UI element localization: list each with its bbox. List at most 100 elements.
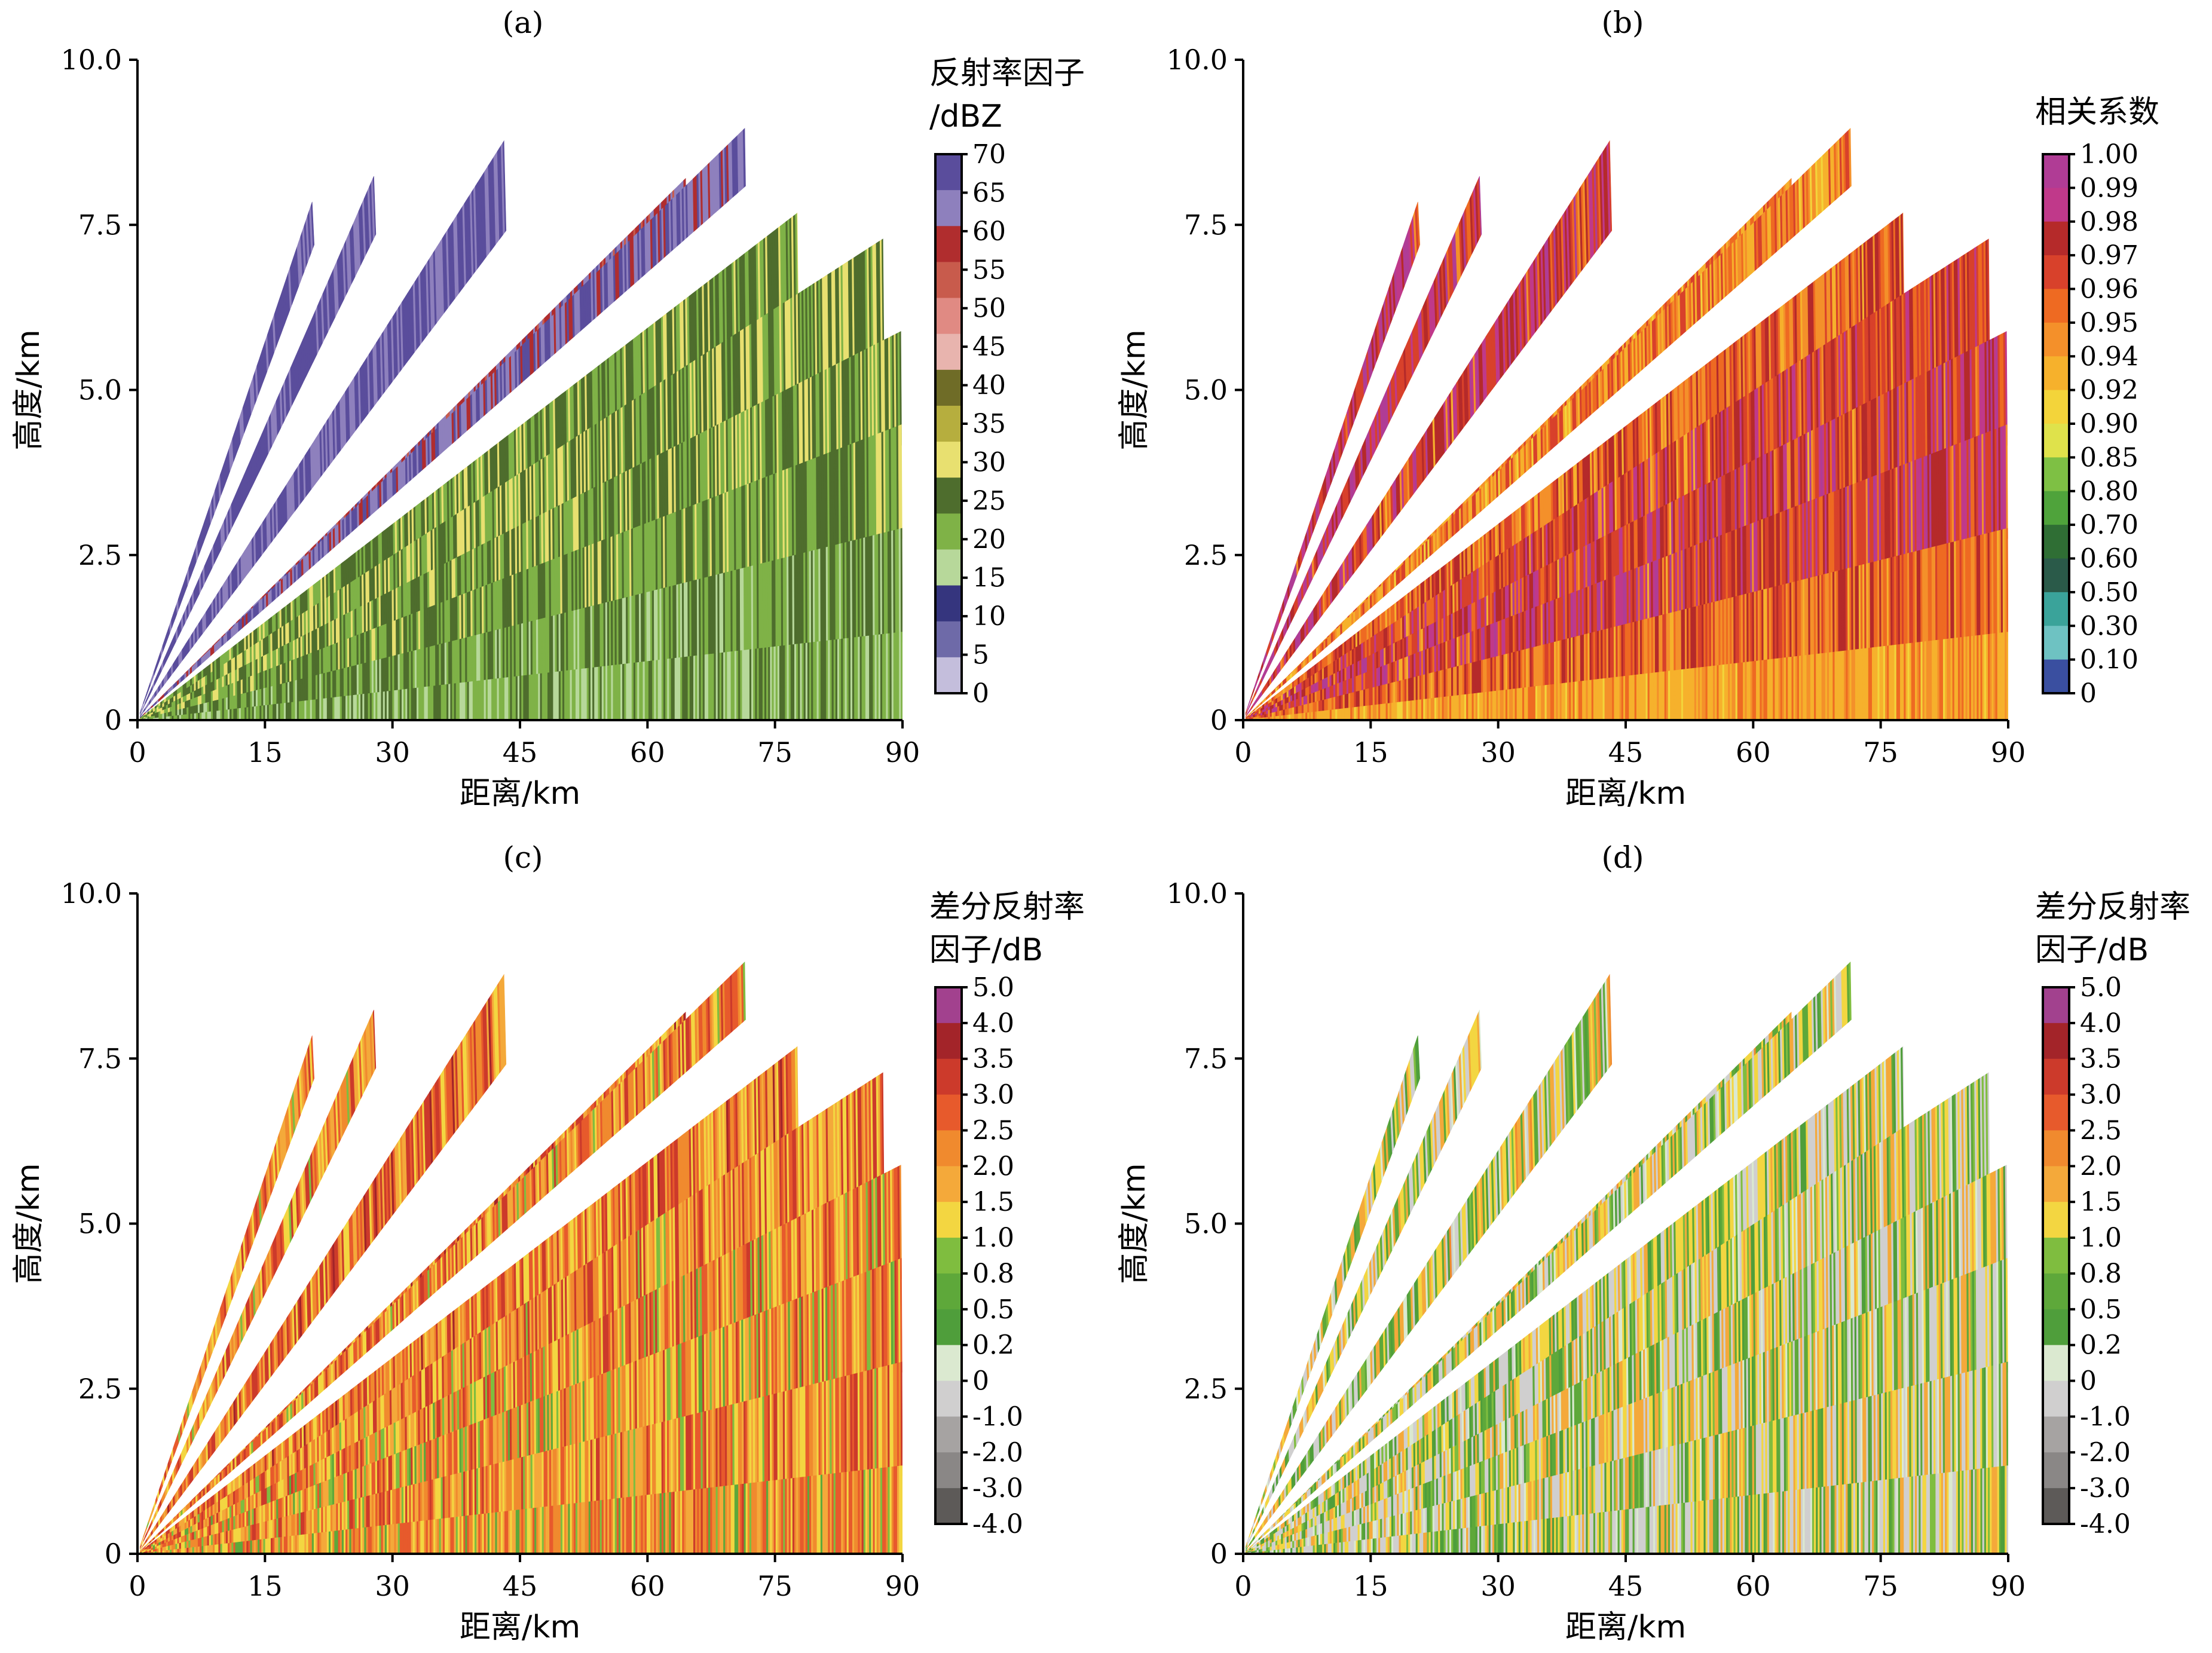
beam-gate bbox=[227, 630, 230, 642]
beam-gate bbox=[521, 675, 524, 720]
beam-gate bbox=[310, 699, 313, 720]
beam-gate bbox=[856, 636, 858, 720]
beam-gate bbox=[861, 636, 864, 720]
beam-gate bbox=[674, 657, 677, 720]
beam-gate bbox=[476, 680, 479, 720]
y-tick-label: 10.0 bbox=[61, 44, 122, 76]
beam-gate bbox=[588, 668, 591, 720]
beam-gate bbox=[332, 670, 335, 701]
x-tick-label: 0 bbox=[129, 736, 146, 769]
beam-gate bbox=[1254, 690, 1257, 697]
beam-gate bbox=[310, 652, 313, 679]
colorbar-swatch bbox=[935, 333, 962, 371]
beam-gate bbox=[285, 662, 288, 685]
beam-gate bbox=[218, 639, 221, 650]
beam-gate bbox=[212, 645, 215, 655]
beam-gate bbox=[234, 656, 237, 672]
beam-gate bbox=[321, 673, 324, 702]
beam-gate bbox=[195, 705, 198, 715]
beam-gate bbox=[240, 679, 243, 696]
x-tick-label: 90 bbox=[885, 736, 920, 769]
beam-gate bbox=[369, 693, 372, 720]
beam-gate bbox=[437, 644, 440, 690]
beam-gate bbox=[296, 679, 299, 705]
colorbar-label: 30 bbox=[972, 447, 1006, 477]
beam-gate bbox=[394, 690, 397, 720]
y-tick-label: 7.5 bbox=[78, 209, 122, 241]
beam-gate bbox=[323, 698, 326, 720]
beam-gate bbox=[717, 653, 720, 720]
beam-gate bbox=[507, 626, 511, 683]
beam-gate bbox=[487, 631, 490, 685]
beam-gate bbox=[171, 684, 174, 691]
beam-gate bbox=[541, 673, 544, 720]
beam-gate bbox=[399, 653, 402, 694]
beam-gate bbox=[240, 708, 243, 720]
beam-gate bbox=[345, 696, 348, 720]
beam-gate bbox=[238, 694, 241, 711]
beam-gate bbox=[228, 628, 231, 640]
beam-gate bbox=[463, 638, 466, 687]
beam-gate bbox=[345, 667, 348, 699]
beam-gate bbox=[242, 678, 245, 696]
beam-gate bbox=[282, 683, 284, 706]
beam-gate bbox=[394, 655, 397, 694]
beam-gate bbox=[570, 669, 573, 720]
beam-gate bbox=[766, 647, 769, 720]
beam-1 bbox=[139, 176, 377, 715]
beam-gate bbox=[384, 691, 387, 720]
beam-gate bbox=[273, 704, 275, 720]
beam-gate bbox=[280, 683, 283, 706]
beam-gate bbox=[405, 688, 408, 720]
beam-gate bbox=[1255, 698, 1258, 705]
beam-gate bbox=[867, 635, 870, 720]
beam-gate bbox=[412, 688, 415, 720]
beam-gate bbox=[267, 705, 270, 720]
beam-gate bbox=[837, 639, 840, 720]
beam-gate bbox=[411, 688, 414, 720]
beam-gate bbox=[258, 706, 260, 720]
beam-gate bbox=[1256, 695, 1259, 703]
beam-gate bbox=[448, 684, 451, 720]
beam-gate bbox=[865, 635, 868, 720]
beam-gate bbox=[368, 662, 371, 697]
beam-gate bbox=[742, 127, 746, 188]
beam-gate bbox=[467, 636, 470, 687]
beam-gate bbox=[218, 687, 221, 702]
beam-gate bbox=[317, 699, 320, 720]
beam-gate bbox=[205, 693, 208, 705]
beam-gate bbox=[216, 641, 219, 651]
beam-gate bbox=[508, 676, 511, 720]
beam-gate bbox=[704, 654, 707, 720]
beam-gate bbox=[1338, 657, 1341, 673]
beam-gate bbox=[684, 656, 687, 720]
beam-gate bbox=[573, 669, 576, 720]
beam-gate bbox=[241, 616, 244, 629]
beam-gate bbox=[671, 658, 674, 720]
beam-gate bbox=[212, 700, 215, 713]
beam-gate bbox=[551, 672, 554, 720]
beam-gate bbox=[753, 648, 755, 720]
colorbar-label: 50 bbox=[972, 293, 1006, 324]
beam-gate bbox=[242, 650, 245, 669]
beam-gate bbox=[358, 694, 361, 720]
beam-gate bbox=[648, 660, 651, 720]
beam-gate bbox=[244, 707, 247, 720]
colorbar-swatch bbox=[935, 190, 962, 226]
beam-gate bbox=[377, 691, 380, 720]
beam-gate bbox=[790, 644, 793, 720]
beam-gate bbox=[725, 651, 727, 720]
beam-gate bbox=[261, 705, 264, 720]
beam-gate bbox=[224, 685, 227, 700]
beam-gate bbox=[556, 671, 559, 720]
beam-gate bbox=[695, 655, 697, 720]
beam-gate bbox=[242, 693, 245, 710]
beam-gate bbox=[880, 633, 883, 720]
beam-gate bbox=[474, 635, 477, 686]
beam-gate bbox=[192, 697, 195, 708]
beam-gate bbox=[657, 659, 660, 720]
beam-gate bbox=[418, 687, 421, 720]
beam-gate bbox=[487, 679, 490, 720]
beam-gate bbox=[145, 692, 148, 700]
beam-gate bbox=[727, 651, 730, 720]
